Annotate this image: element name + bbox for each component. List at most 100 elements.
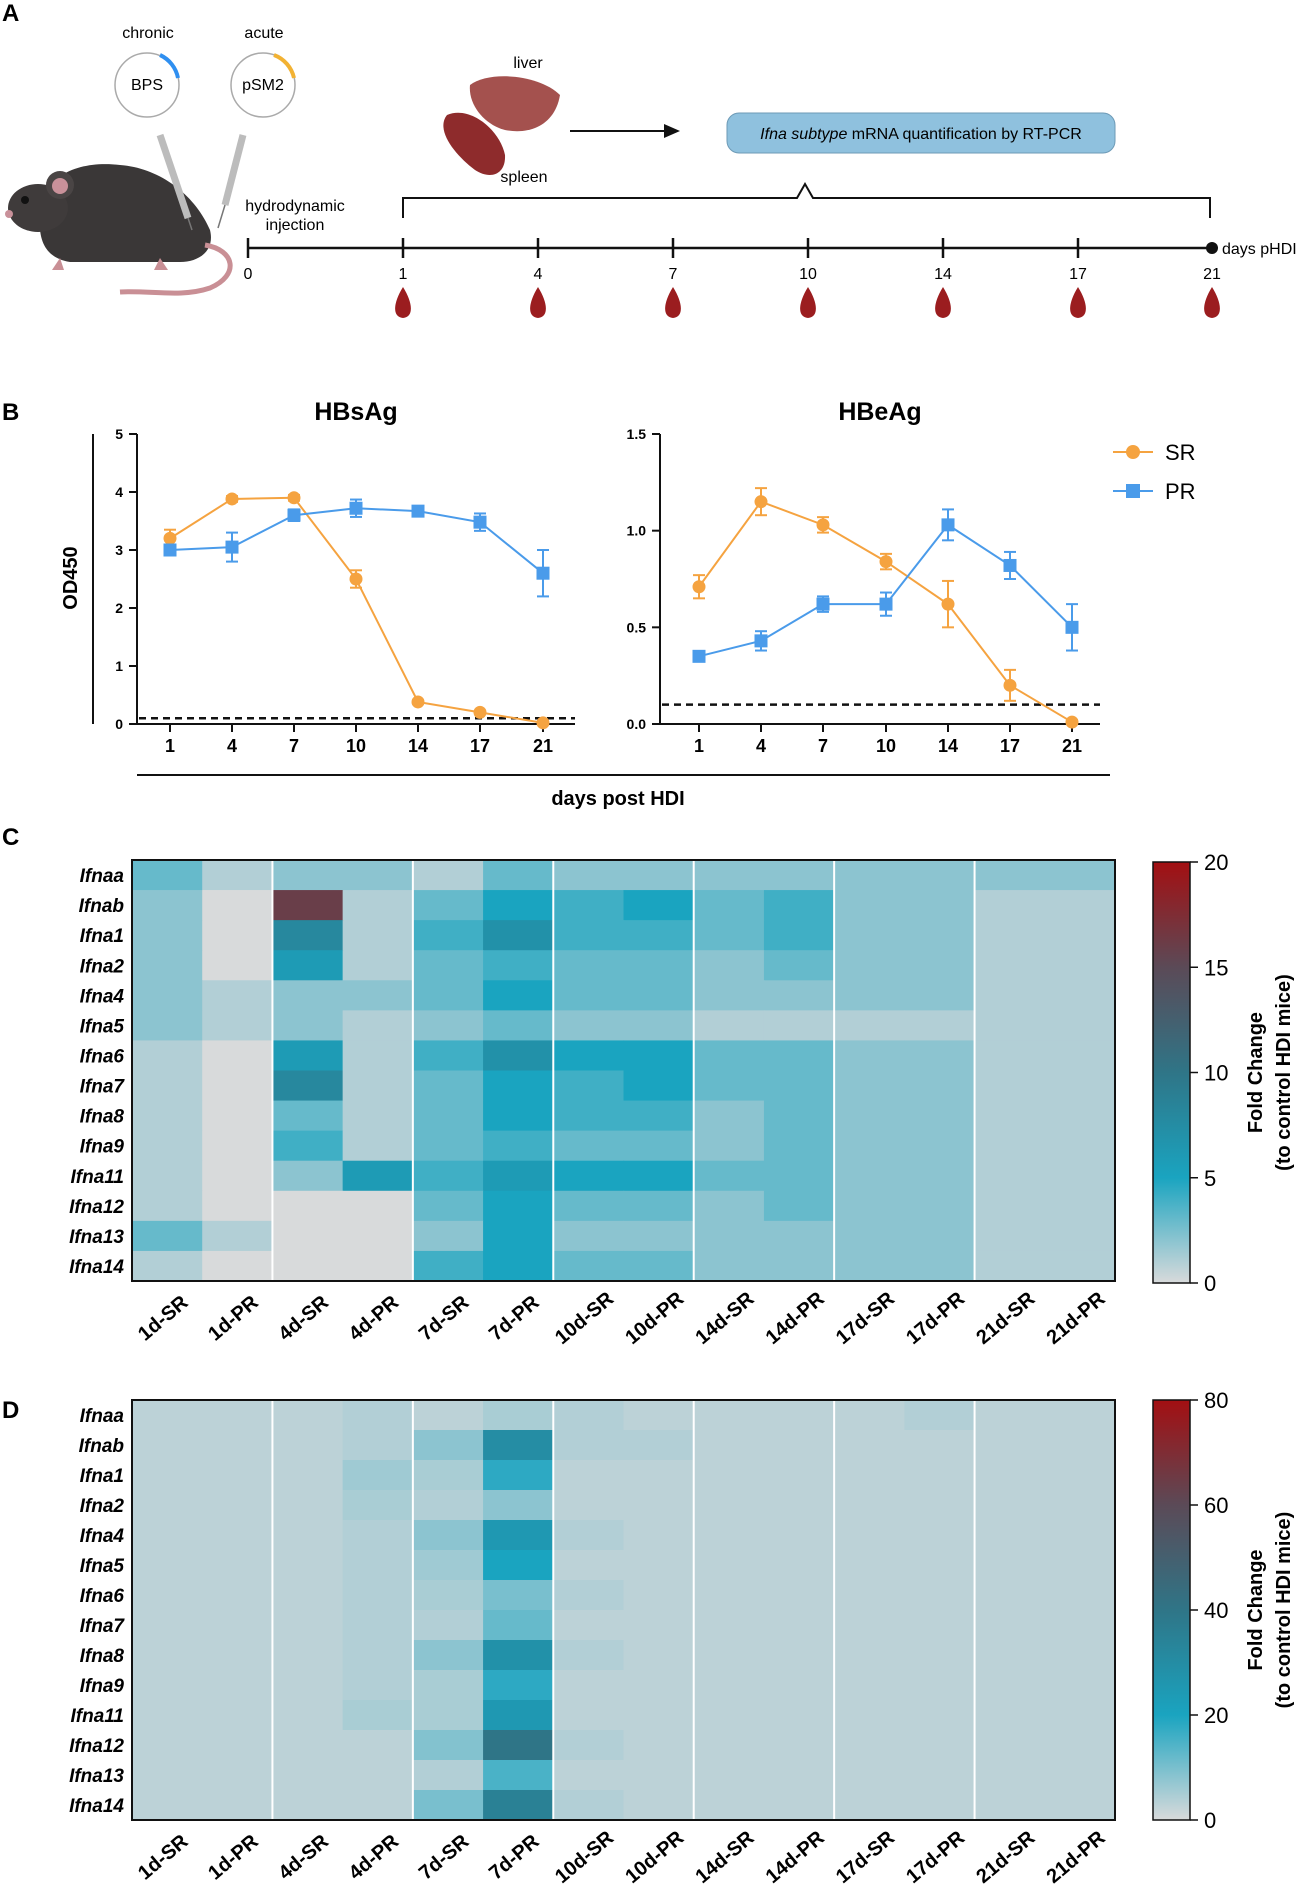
colorbar-tick-label: 80 xyxy=(1204,1388,1228,1413)
heatmap-cell xyxy=(412,1400,484,1431)
heatmap-cell xyxy=(202,1040,274,1072)
injection-label-line2: injection xyxy=(266,217,325,234)
heatmap-cell xyxy=(693,1700,765,1731)
timeline-end-dot xyxy=(1206,242,1218,254)
heatmap-cell xyxy=(132,1520,203,1551)
heatmap-cell xyxy=(412,1610,484,1641)
heatmap-cell xyxy=(623,1190,695,1222)
x-tick-label: 21 xyxy=(1062,736,1082,756)
heatmap-cell xyxy=(1044,1550,1116,1581)
column-label: 1d-PR xyxy=(204,1291,263,1345)
heatmap-cell xyxy=(132,1130,203,1162)
x-tick-label: 14 xyxy=(408,736,428,756)
heatmap-cell xyxy=(834,1610,905,1641)
heatmap-cell xyxy=(693,1610,765,1641)
heatmap-cell xyxy=(904,1700,976,1731)
heatmap-cell xyxy=(272,1520,344,1551)
heatmap-cell xyxy=(763,1610,835,1641)
chart-title: HBeAg xyxy=(838,398,921,426)
heatmap-cell xyxy=(412,1430,484,1461)
colorbar-title-line2: (to control HDI mice) xyxy=(1273,974,1295,1171)
heatmap-cell xyxy=(1044,1640,1116,1671)
column-label: 21d-PR xyxy=(1043,1287,1110,1349)
heatmap-cell xyxy=(342,980,414,1011)
row-label: Ifna4 xyxy=(80,986,125,1007)
heatmap-cell xyxy=(553,1670,625,1701)
assay-italic: Ifna subtype xyxy=(760,126,847,143)
svg-text:Ifna subtype mRNA quantificati: Ifna subtype mRNA quantification by RT-P… xyxy=(760,126,1082,143)
heatmap-cell xyxy=(693,1430,765,1461)
heatmap-cell xyxy=(202,1430,274,1461)
legend-pr-marker xyxy=(1126,484,1140,498)
column-label: 21d-SR xyxy=(972,1287,1039,1349)
heatmap-cell xyxy=(834,920,905,951)
colorbar-tick-label: 5 xyxy=(1204,1166,1216,1191)
data-point-sr xyxy=(287,491,301,505)
heatmap-cell xyxy=(623,1100,695,1132)
data-point-pr xyxy=(287,508,301,522)
heatmap-cell xyxy=(272,1190,344,1222)
heatmap-cell xyxy=(763,1070,835,1102)
heatmap-cell xyxy=(1044,1190,1116,1222)
heatmap-cell xyxy=(272,1700,344,1731)
x-tick-label: 1 xyxy=(694,736,704,756)
heatmap-cell xyxy=(1044,980,1116,1011)
blood-drop-icon xyxy=(1070,287,1086,318)
heatmap-cell xyxy=(202,1730,274,1761)
heatmap-cell xyxy=(132,1430,203,1461)
heatmap-cell xyxy=(834,1640,905,1671)
heatmap-cell xyxy=(623,1430,695,1461)
heatmap-cell xyxy=(412,1520,484,1551)
heatmap-cell xyxy=(623,1580,695,1611)
heatmap-cell xyxy=(834,1220,905,1252)
blood-drop-icon xyxy=(395,287,411,318)
heatmap-cell xyxy=(202,1550,274,1581)
heatmap-cell xyxy=(553,1730,625,1761)
heatmap-cell xyxy=(763,1100,835,1132)
assay-text: mRNA quantification by RT-PCR xyxy=(847,126,1081,143)
heatmap-cell xyxy=(553,1520,625,1551)
heatmap-cell xyxy=(623,1010,695,1042)
heatmap-cell xyxy=(553,1490,625,1521)
heatmap-cell xyxy=(342,1190,414,1222)
heatmap-cell xyxy=(693,1520,765,1551)
heatmap-cell xyxy=(974,1040,1046,1072)
heatmap-cell xyxy=(623,1220,695,1252)
x-tick-label: 10 xyxy=(346,736,366,756)
heatmap-cell xyxy=(412,1460,484,1491)
data-point-sr xyxy=(473,705,487,719)
heatmap-cell xyxy=(202,1790,274,1821)
heatmap-cell xyxy=(834,1010,905,1042)
x-tick-label: 14 xyxy=(938,736,958,756)
heatmap-cell xyxy=(202,1640,274,1671)
heatmap-cell xyxy=(763,1520,835,1551)
heatmap-cell xyxy=(693,1070,765,1102)
column-label: 14d-SR xyxy=(692,1826,759,1888)
heatmap-cell xyxy=(342,890,414,921)
heatmap-cell xyxy=(553,1100,625,1132)
row-label: Ifna12 xyxy=(69,1736,124,1757)
heatmap-cell xyxy=(202,1220,274,1252)
heatmap-cell xyxy=(623,1400,695,1431)
data-point-pr xyxy=(754,634,768,648)
heatmap-cell xyxy=(974,1610,1046,1641)
heatmap-cell xyxy=(483,1190,554,1222)
colorbar-tick-label: 0 xyxy=(1204,1808,1216,1833)
heatmap-cell xyxy=(623,890,695,921)
column-label: 1d-PR xyxy=(204,1830,263,1884)
x-tick-label: 7 xyxy=(818,736,828,756)
plasmid-acute: acute pSM2 xyxy=(230,25,296,118)
timeline-day-label: 21 xyxy=(1203,266,1221,283)
heatmap-cell xyxy=(693,980,765,1011)
heatmap-cell xyxy=(763,1640,835,1671)
column-label: 10d-PR xyxy=(621,1287,688,1349)
heatmap-cell xyxy=(553,1460,625,1491)
heatmap-cell xyxy=(904,950,976,981)
heatmap-cell xyxy=(342,950,414,981)
heatmap-cell xyxy=(1044,1790,1116,1821)
heatmap-cell xyxy=(132,920,203,951)
y-tick-label: 4 xyxy=(115,484,123,500)
colorbar-title-line1: Fold Change xyxy=(1245,1549,1267,1670)
heatmap-cell xyxy=(483,1040,554,1072)
